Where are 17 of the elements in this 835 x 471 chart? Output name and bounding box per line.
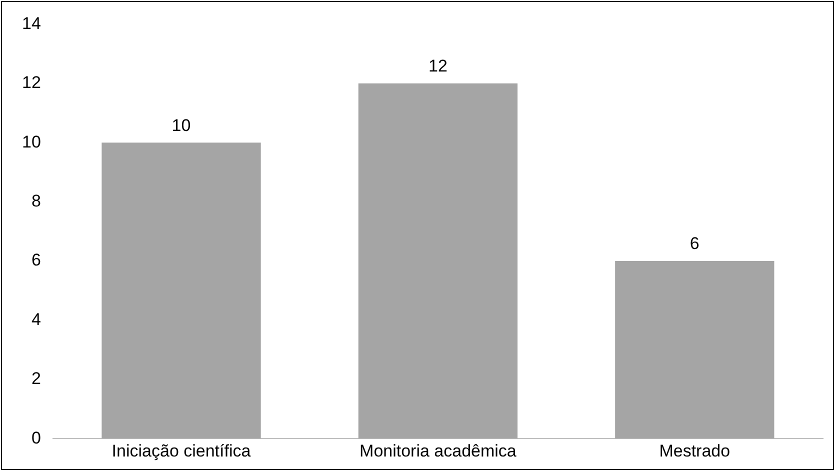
data-label: 12 [428, 56, 448, 76]
x-tick-label: Iniciação científica [112, 441, 252, 460]
y-tick-label: 12 [22, 73, 41, 92]
y-tick-label: 8 [31, 191, 41, 210]
data-label: 10 [172, 116, 191, 135]
y-tick-label: 10 [22, 132, 41, 152]
data-label: 6 [690, 234, 700, 254]
y-tick-label: 2 [31, 369, 41, 388]
y-tick-label: 6 [31, 250, 41, 270]
bar [102, 142, 261, 439]
bar [615, 261, 774, 439]
x-tick-label: Mestrado [659, 441, 730, 460]
y-tick-label: 14 [22, 14, 41, 33]
bar [358, 83, 518, 439]
y-tick-label: 0 [31, 428, 41, 448]
x-tick-label: Monitoria acadêmica [360, 441, 517, 460]
y-tick-label: 4 [31, 310, 41, 329]
